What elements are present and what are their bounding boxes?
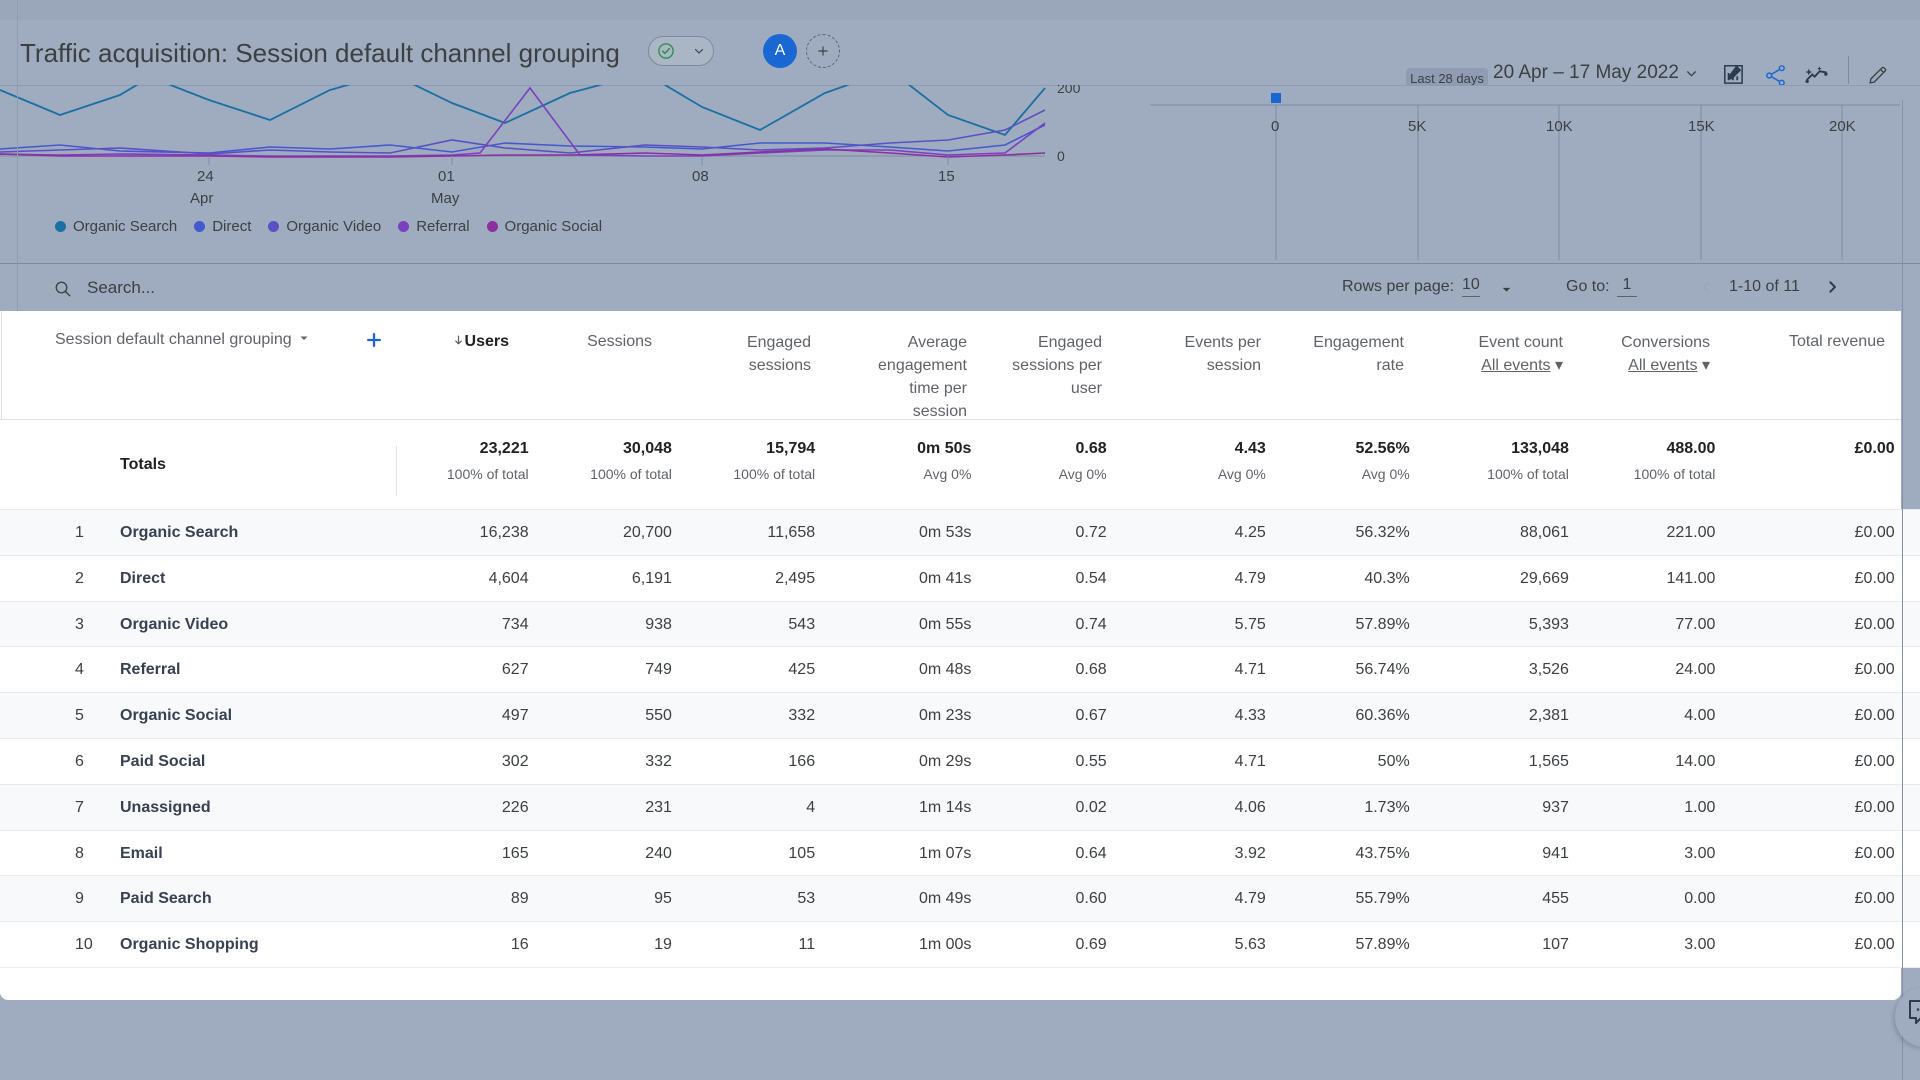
svg-text:0: 0 — [1057, 148, 1065, 164]
svg-text:10K: 10K — [1546, 118, 1573, 135]
svg-text:20K: 20K — [1829, 118, 1856, 135]
svg-text:200: 200 — [1057, 85, 1081, 96]
svg-text:15: 15 — [938, 168, 955, 185]
svg-text:08: 08 — [692, 168, 709, 185]
svg-text:24: 24 — [197, 168, 214, 185]
svg-text:Apr: Apr — [190, 190, 213, 207]
svg-text:May: May — [431, 190, 460, 207]
svg-text:01: 01 — [438, 168, 455, 185]
svg-text:0: 0 — [1271, 118, 1279, 135]
svg-text:5K: 5K — [1408, 118, 1426, 135]
svg-text:15K: 15K — [1688, 118, 1715, 135]
